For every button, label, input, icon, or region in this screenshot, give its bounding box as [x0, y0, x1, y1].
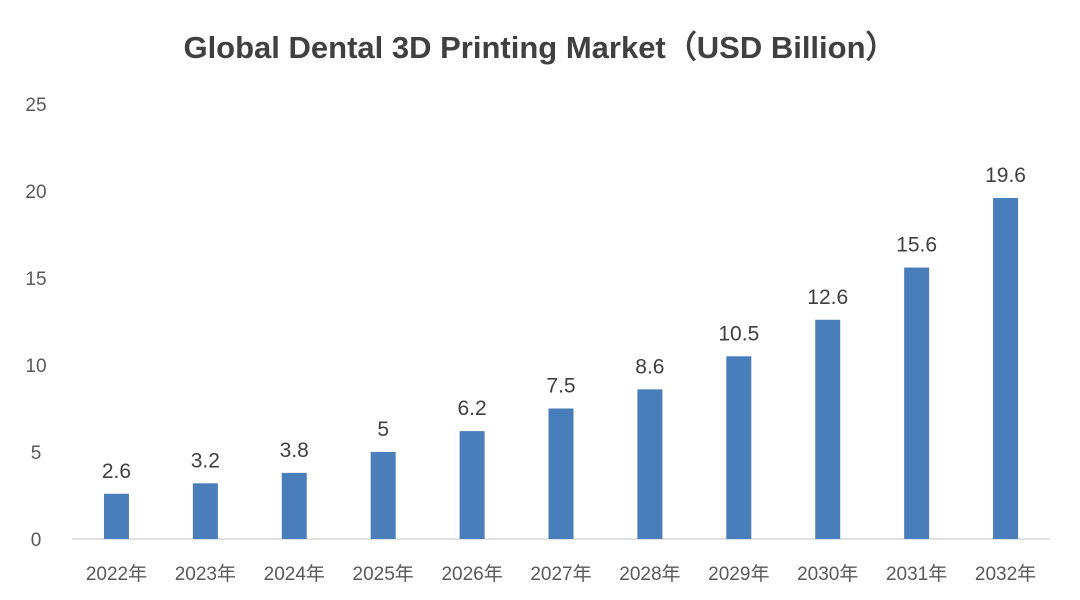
y-tick-label: 20 — [25, 182, 46, 203]
chart-title: Global Dental 3D Printing Market（USD Bil… — [183, 30, 897, 65]
bar-2028年 — [637, 389, 663, 539]
bar-2029年 — [726, 356, 752, 539]
data-label: 8.6 — [635, 355, 664, 378]
bar-2025年 — [370, 452, 396, 539]
x-tick-label: 2026年 — [441, 563, 502, 585]
y-tick-label: 0 — [31, 530, 42, 551]
bar-2023年 — [192, 483, 218, 539]
data-label: 19.6 — [985, 164, 1026, 187]
x-tick-label: 2028年 — [619, 563, 680, 585]
x-tick-label: 2029年 — [708, 563, 769, 585]
x-tick-label: 2027年 — [530, 563, 591, 585]
data-label: 2.6 — [102, 460, 131, 483]
x-tick-label: 2025年 — [353, 563, 414, 585]
bar-2030年 — [815, 319, 841, 539]
data-label: 10.5 — [718, 322, 759, 345]
data-label: 15.6 — [896, 234, 937, 257]
bar-2031年 — [904, 267, 930, 539]
y-tick-label: 10 — [25, 356, 46, 377]
x-tick-label: 2022年 — [86, 563, 147, 585]
bar-2027年 — [548, 408, 574, 539]
x-tick-label: 2024年 — [264, 563, 325, 585]
y-tick-label: 15 — [25, 269, 46, 290]
y-axis-ticks: 0 5 10 15 20 25 — [25, 95, 46, 551]
x-tick-label: 2031年 — [886, 563, 947, 585]
data-labels-group: 2.6 3.2 3.8 5 6.2 7.5 8.6 10.5 12.6 15.6 19.6 — [102, 164, 1026, 483]
data-label: 12.6 — [807, 286, 848, 309]
bars-group — [103, 197, 1019, 539]
data-label: 6.2 — [457, 397, 486, 420]
data-label: 3.8 — [280, 439, 309, 462]
y-tick-label: 25 — [25, 95, 46, 116]
y-tick-label: 5 — [31, 443, 42, 464]
x-tick-label: 2032年 — [975, 563, 1036, 585]
data-label: 5 — [377, 418, 389, 441]
data-label: 7.5 — [546, 375, 575, 398]
x-axis-ticks: 2022年 2023年 2024年 2025年 2026年 2027年 2028年 2029年… — [86, 563, 1036, 585]
bar-2032年 — [993, 197, 1019, 539]
x-tick-label: 2030年 — [797, 563, 858, 585]
data-label: 3.2 — [191, 449, 220, 472]
bar-2022年 — [103, 493, 129, 539]
x-tick-label: 2023年 — [175, 563, 236, 585]
bar-2024年 — [281, 472, 307, 539]
bar-2026年 — [459, 431, 485, 539]
